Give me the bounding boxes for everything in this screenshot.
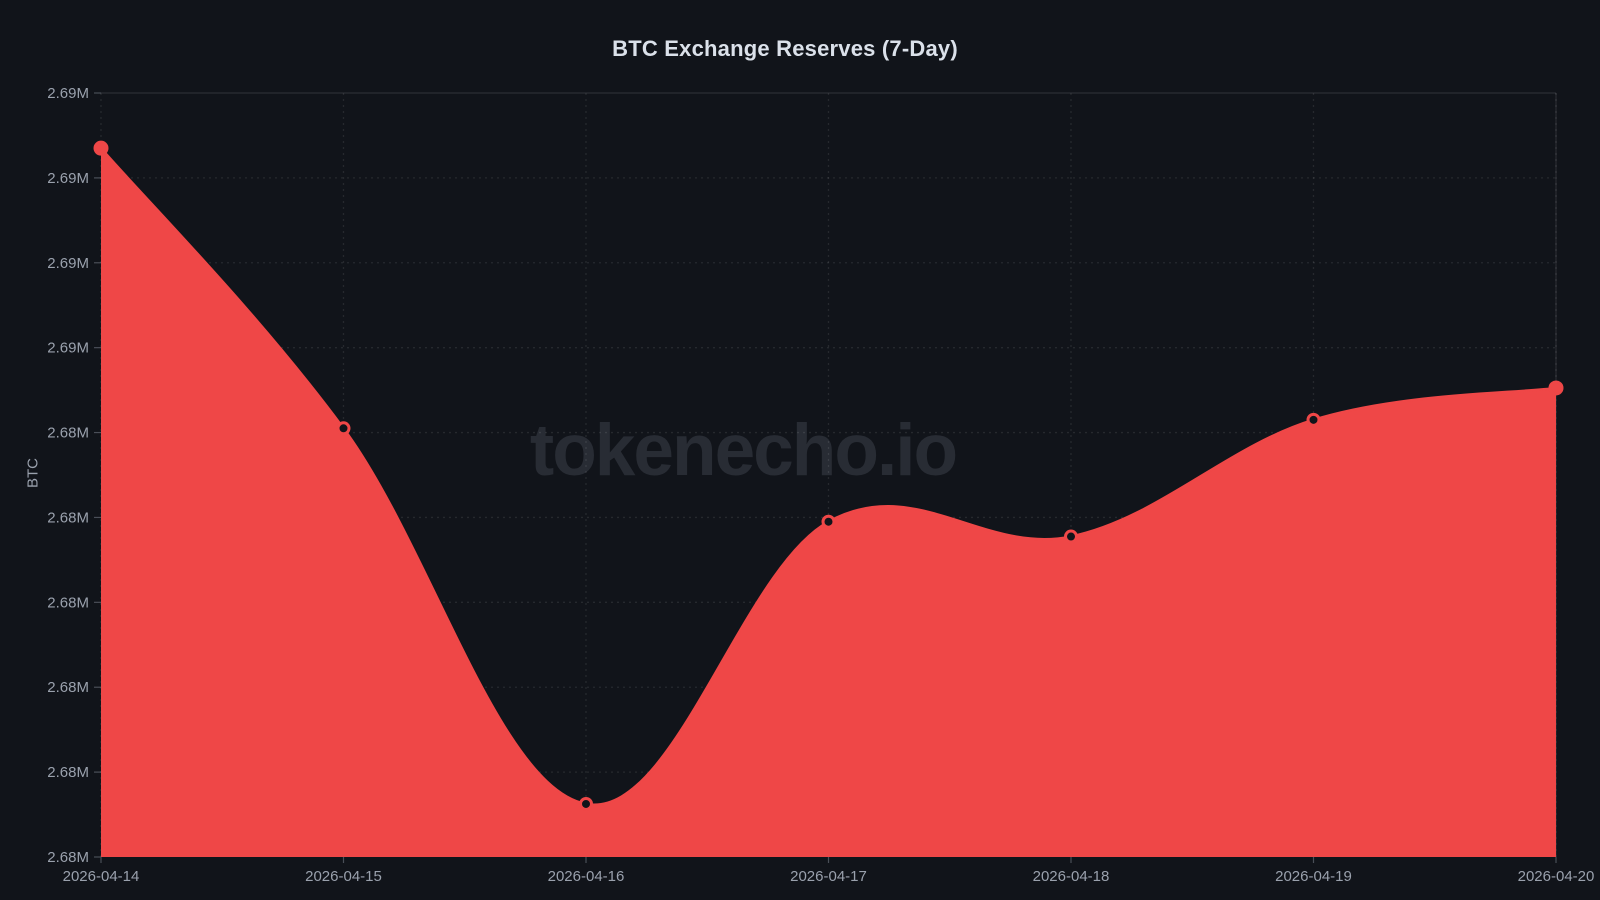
data-point-marker[interactable] (1064, 529, 1078, 544)
y-tick-label: 2.69M (47, 340, 89, 357)
y-tick-label: 2.68M (47, 509, 89, 526)
y-tick-label: 2.69M (47, 170, 89, 187)
x-tick-label: 2026-04-15 (305, 868, 382, 885)
x-tick-label: 2026-04-18 (1033, 868, 1110, 885)
y-tick-label: 2.68M (47, 425, 89, 442)
data-point-marker[interactable] (1548, 380, 1564, 396)
x-tick-label: 2026-04-16 (548, 868, 625, 885)
data-point-marker[interactable] (1306, 412, 1321, 427)
y-tick-label: 2.69M (47, 85, 89, 102)
y-tick-label: 2.69M (47, 255, 89, 272)
data-point-marker[interactable] (821, 514, 836, 529)
x-tick-label: 2026-04-19 (1275, 868, 1352, 885)
data-point-marker[interactable] (93, 140, 109, 156)
x-tick-label: 2026-04-14 (63, 868, 140, 885)
x-tick-label: 2026-04-17 (790, 868, 867, 885)
y-tick-label: 2.68M (47, 679, 89, 696)
y-tick-label: 2.68M (47, 764, 89, 781)
x-tick-label: 2026-04-20 (1518, 868, 1595, 885)
data-point-marker[interactable] (579, 796, 593, 811)
area-series[interactable] (101, 148, 1556, 857)
y-tick-label: 2.68M (47, 594, 89, 611)
chart-title: BTC Exchange Reserves (7-Day) (612, 36, 958, 61)
data-point-marker[interactable] (336, 421, 351, 436)
y-tick-label: 2.68M (47, 849, 89, 866)
